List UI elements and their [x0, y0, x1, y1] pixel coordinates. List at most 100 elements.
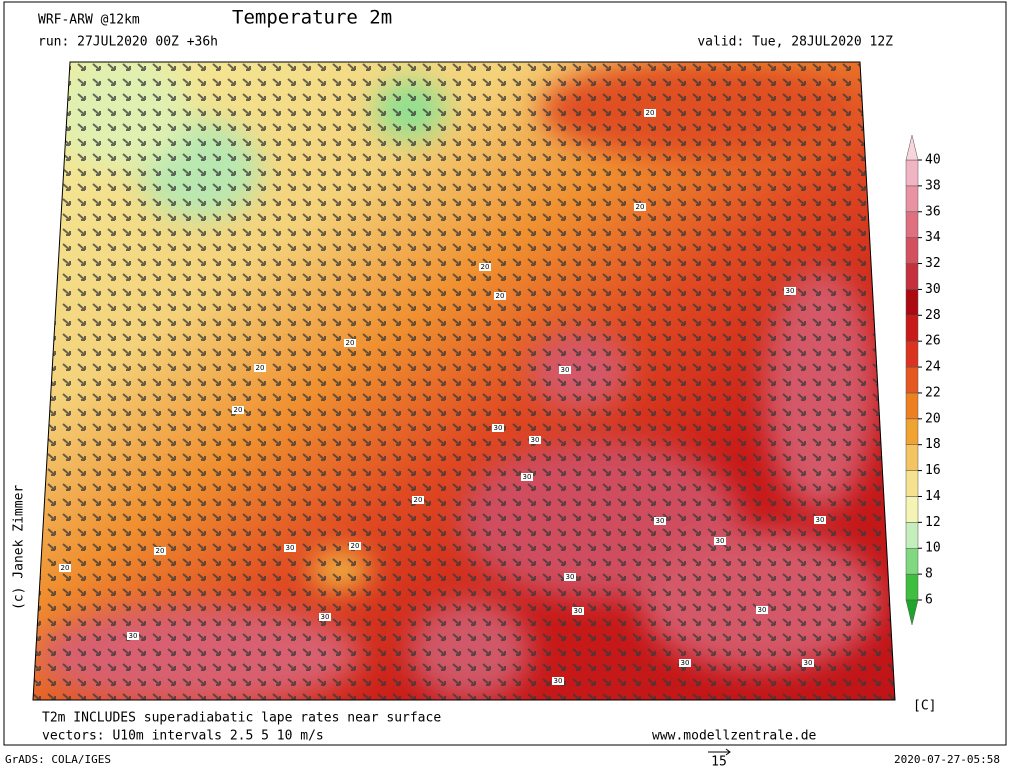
- contour-label: 30: [786, 287, 795, 295]
- note: vectors: U10m intervals 2.5 5 10 m/s: [42, 729, 324, 744]
- contour-label-box: [654, 517, 666, 525]
- contour-label: 20: [234, 406, 243, 414]
- frame: [3, 1, 1007, 746]
- contour-label: 30: [816, 516, 825, 524]
- contour-label-box: [634, 203, 646, 211]
- colorbar-band: [905, 496, 919, 523]
- scale-label: 15: [711, 755, 727, 769]
- contour-label: 20: [156, 547, 165, 555]
- scale-arrow: [708, 748, 731, 756]
- contour-label: 20: [481, 263, 490, 271]
- colorbar-label: 18: [925, 437, 941, 452]
- contour-label: 30: [804, 659, 813, 667]
- contour-label-box: [344, 339, 356, 347]
- grads-label: GrADS: COLA/IGES: [5, 753, 111, 766]
- contour-label: 20: [256, 364, 265, 372]
- colorbar-label: 10: [925, 541, 941, 556]
- colorbar-band: [905, 237, 919, 264]
- valid-label: valid: Tue, 28JUL2020 12Z: [697, 35, 893, 50]
- colorbar-band: [905, 263, 919, 290]
- contour-label: 20: [646, 109, 655, 117]
- note: T2m INCLUDES superadiabatic lape rates n…: [42, 711, 441, 726]
- colorbar-label: 30: [925, 282, 941, 297]
- contour-label: 30: [758, 606, 767, 614]
- colorbar-band: [905, 573, 919, 601]
- colorbar-label: 22: [925, 385, 941, 400]
- contour-label-box: [232, 406, 244, 414]
- contour-label-box: [679, 659, 691, 667]
- colorbar-label: 38: [925, 178, 941, 193]
- colorbar-label: 40: [925, 153, 941, 168]
- contour-label: 20: [496, 292, 505, 300]
- contour-label-box: [479, 263, 491, 271]
- colorbar-label: 36: [925, 204, 941, 219]
- contour-label-box: [412, 496, 424, 504]
- colorbar-band: [905, 444, 919, 471]
- contour-label-box: [521, 473, 533, 481]
- contour-label: 30: [656, 517, 665, 525]
- colorbar-label: 8: [925, 567, 933, 582]
- colorbar-label: 28: [925, 308, 941, 323]
- colorbar-band: [905, 315, 919, 342]
- contour-label-box: [802, 659, 814, 667]
- colorbar-band: [905, 340, 919, 368]
- contour-label-box: [644, 109, 656, 117]
- colorbar-label: 12: [925, 515, 941, 530]
- timestamp: 2020-07-27-05:58: [894, 753, 1000, 766]
- colorbar-band: [905, 522, 919, 549]
- contour-label: 30: [286, 544, 295, 552]
- colorbar-label: 14: [925, 489, 941, 504]
- contour-label: 30: [129, 632, 138, 640]
- map-border: [32, 61, 896, 701]
- colorbar-label: 34: [925, 230, 941, 245]
- contour-label: 20: [636, 203, 645, 211]
- colorbar-band: [905, 418, 919, 445]
- contour-label-box: [559, 366, 571, 374]
- colorbar-band: [905, 366, 919, 394]
- contour-label-box: [572, 607, 584, 615]
- run-label: run: 27JUL2020 00Z +36h: [38, 35, 218, 50]
- contour-label-box: [349, 542, 361, 550]
- contour-label-box: [564, 573, 576, 581]
- colorbar-band: [905, 547, 919, 575]
- contour-label-box: [494, 292, 506, 300]
- colorbar-under: [905, 599, 919, 626]
- contour-label: 30: [494, 424, 503, 432]
- contour-label: 30: [531, 436, 540, 444]
- colorbar-over: [905, 134, 919, 161]
- colorbar-band: [905, 470, 919, 497]
- unit-label: [C]: [913, 699, 936, 714]
- contour-label: 20: [414, 496, 423, 504]
- contour-label-box: [254, 364, 266, 372]
- contour-label-box: [714, 537, 726, 545]
- credit: (c) Janek Zimmer: [12, 485, 27, 610]
- contour-label-box: [756, 606, 768, 614]
- contour-label-box: [784, 287, 796, 295]
- temperature-map: [33, 62, 895, 700]
- colorbar-band: [905, 159, 919, 187]
- contour-label-box: [319, 613, 331, 621]
- contour-label-box: [492, 424, 504, 432]
- contour-label-box: [552, 677, 564, 685]
- colorbar-band: [905, 185, 919, 213]
- contour-label-box: [284, 544, 296, 552]
- model-label: WRF-ARW @12km: [38, 13, 140, 28]
- contour-label-box: [154, 547, 166, 555]
- colorbar-label: 32: [925, 256, 941, 271]
- wind-vectors: [33, 62, 895, 700]
- contour-labels: 20 20 20 20 20 20 20 30 30 30 30 30 20 20 30 20 20 30 30 30…: [59, 109, 826, 685]
- colorbar-label: 6: [925, 593, 933, 608]
- colorbar: 6 8 10 12 14 16 18 20 22 24 26 28 30 32 34 36 38 40: [905, 134, 941, 626]
- colorbar-band: [905, 211, 919, 238]
- contour-label: 30: [681, 659, 690, 667]
- title: Temperature 2m: [232, 7, 392, 29]
- colorbar-label: 26: [925, 334, 941, 349]
- colorbar-label: 16: [925, 463, 941, 478]
- contour-label: 20: [346, 339, 355, 347]
- contour-label-box: [529, 436, 541, 444]
- contour-label: 30: [716, 537, 725, 545]
- contour-label: 30: [321, 613, 330, 621]
- contour-label: 30: [523, 473, 532, 481]
